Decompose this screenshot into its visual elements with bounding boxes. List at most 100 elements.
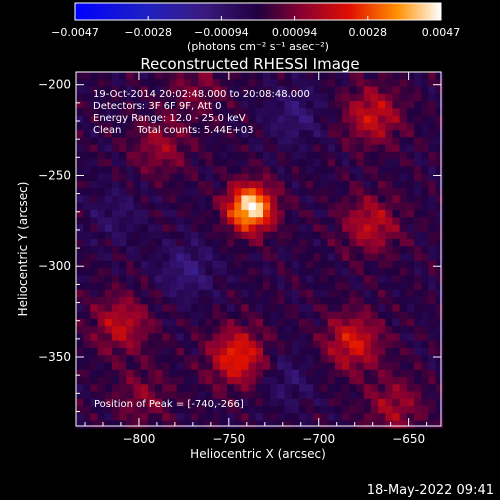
heatmap-cell bbox=[255, 318, 264, 327]
heatmap-cell bbox=[363, 108, 372, 117]
heatmap-cell bbox=[234, 166, 243, 175]
heatmap-cell bbox=[111, 391, 120, 400]
heatmap-cell bbox=[428, 282, 437, 291]
heatmap-cell bbox=[284, 239, 293, 247]
heatmap-cell bbox=[83, 413, 91, 422]
heatmap-cell bbox=[191, 144, 199, 153]
heatmap-cell bbox=[147, 311, 156, 320]
heatmap-cell bbox=[291, 101, 300, 109]
heatmap-cell bbox=[435, 347, 444, 356]
heatmap-cell bbox=[334, 101, 343, 109]
heatmap-cell bbox=[370, 217, 379, 226]
heatmap-cell bbox=[104, 108, 113, 117]
heatmap-cell bbox=[162, 398, 171, 407]
heatmap-cell bbox=[205, 413, 214, 422]
heatmap-cell bbox=[219, 326, 228, 335]
heatmap-cell bbox=[169, 188, 178, 197]
heatmap-cell bbox=[90, 268, 99, 276]
heatmap-cell bbox=[126, 122, 135, 131]
heatmap-cell bbox=[140, 151, 149, 160]
heatmap-cell bbox=[126, 253, 135, 262]
heatmap-cell bbox=[349, 231, 358, 240]
heatmap-cell bbox=[126, 347, 135, 356]
heatmap-cell bbox=[291, 122, 300, 131]
heatmap-cell bbox=[284, 246, 293, 255]
heatmap-cell bbox=[97, 318, 106, 327]
heatmap-cell bbox=[270, 384, 278, 393]
heatmap-cell bbox=[241, 195, 250, 204]
heatmap-cell bbox=[399, 231, 408, 240]
heatmap-cell bbox=[97, 376, 106, 385]
heatmap-cell bbox=[263, 231, 271, 240]
heatmap-cell bbox=[248, 406, 257, 414]
heatmap-cell bbox=[370, 79, 379, 88]
heatmap-cell bbox=[133, 384, 142, 393]
heatmap-cell bbox=[219, 282, 228, 291]
heatmap-cell bbox=[421, 282, 430, 291]
heatmap-cell bbox=[169, 260, 178, 269]
heatmap-cell bbox=[320, 209, 329, 218]
heatmap-cell bbox=[219, 231, 228, 240]
heatmap-cell bbox=[356, 413, 365, 422]
heatmap-cell bbox=[219, 86, 228, 95]
heatmap-cell bbox=[327, 275, 336, 284]
heatmap-cell bbox=[169, 180, 178, 189]
heatmap-cell bbox=[342, 108, 350, 117]
heatmap-cell bbox=[385, 144, 394, 153]
heatmap-cell bbox=[219, 369, 228, 378]
heatmap-cell bbox=[255, 311, 264, 320]
heatmap-cell bbox=[104, 79, 113, 88]
heatmap-cell bbox=[169, 420, 178, 429]
heatmap-cell bbox=[406, 384, 415, 393]
heatmap-cell bbox=[133, 224, 142, 233]
heatmap-cell bbox=[76, 122, 84, 131]
heatmap-cell bbox=[162, 253, 171, 262]
heatmap-cell bbox=[155, 173, 163, 182]
heatmap-cell bbox=[414, 239, 422, 247]
heatmap-cell bbox=[176, 362, 185, 371]
heatmap-cell bbox=[428, 209, 437, 218]
heatmap-cell bbox=[370, 406, 379, 414]
heatmap-cell bbox=[241, 202, 250, 211]
heatmap-cell bbox=[191, 151, 199, 160]
heatmap-cell bbox=[147, 340, 156, 349]
heatmap-cell bbox=[198, 376, 207, 385]
heatmap-cell bbox=[212, 326, 221, 335]
heatmap-cell bbox=[234, 253, 243, 262]
heatmap-cell bbox=[133, 420, 142, 429]
heatmap-cell bbox=[126, 79, 135, 88]
heatmap-cell bbox=[363, 260, 372, 269]
heatmap-cell bbox=[241, 217, 250, 226]
heatmap-cell bbox=[90, 406, 99, 414]
heatmap-cell bbox=[435, 115, 444, 124]
heatmap-cell bbox=[162, 72, 171, 80]
heatmap-cell bbox=[406, 347, 415, 356]
heatmap-cell bbox=[248, 304, 257, 313]
heatmap-cell bbox=[169, 246, 178, 255]
heatmap-cell bbox=[414, 180, 422, 189]
heatmap-cell bbox=[83, 72, 91, 80]
heatmap-cell bbox=[205, 398, 214, 407]
heatmap-cell bbox=[327, 398, 336, 407]
heatmap-cell bbox=[241, 144, 250, 153]
heatmap-cell bbox=[399, 86, 408, 95]
heatmap-cell bbox=[119, 239, 127, 247]
heatmap-cell bbox=[111, 297, 120, 305]
heatmap-cell bbox=[255, 166, 264, 175]
heatmap-cell bbox=[119, 384, 127, 393]
heatmap-cell bbox=[147, 79, 156, 88]
heatmap-cell bbox=[349, 224, 358, 233]
heatmap-cell bbox=[155, 224, 163, 233]
colorbar-tick-label: 0.00094 bbox=[272, 26, 318, 39]
heatmap-cell bbox=[298, 413, 307, 422]
heatmap-cell bbox=[263, 268, 271, 276]
heatmap-cell bbox=[291, 180, 300, 189]
heatmap-cell bbox=[378, 108, 386, 117]
heatmap-cell bbox=[313, 93, 322, 102]
heatmap-cell bbox=[76, 311, 84, 320]
heatmap-cell bbox=[111, 115, 120, 124]
heatmap-cell bbox=[191, 333, 199, 342]
heatmap-cell bbox=[183, 347, 192, 356]
heatmap-cell bbox=[219, 420, 228, 429]
heatmap-cell bbox=[248, 268, 257, 276]
